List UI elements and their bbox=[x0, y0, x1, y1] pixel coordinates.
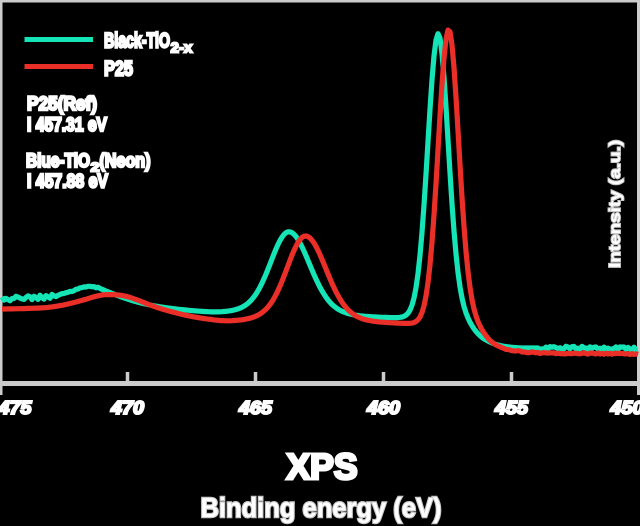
svg-text:XPS: XPS bbox=[287, 446, 358, 487]
svg-text:Intensity (a.u.): Intensity (a.u.) bbox=[607, 140, 624, 268]
svg-text:Blue-TiO: Blue-TiO bbox=[26, 151, 90, 172]
svg-text:450: 450 bbox=[609, 398, 640, 418]
svg-text:470: 470 bbox=[110, 398, 144, 418]
svg-text:2: 2 bbox=[91, 160, 100, 175]
svg-text:2-x: 2-x bbox=[171, 40, 194, 57]
svg-text:475: 475 bbox=[0, 398, 33, 418]
svg-text:I 457.31 eV: I 457.31 eV bbox=[27, 115, 107, 136]
svg-text:(Neon): (Neon) bbox=[100, 151, 151, 172]
svg-text:P25: P25 bbox=[104, 58, 133, 81]
svg-text:Black-TiO: Black-TiO bbox=[104, 30, 170, 53]
svg-text:465: 465 bbox=[238, 398, 273, 418]
svg-text:455: 455 bbox=[494, 398, 529, 418]
svg-text:460: 460 bbox=[366, 398, 400, 418]
svg-text:P25(Ref): P25(Ref) bbox=[27, 94, 97, 115]
svg-text:Binding energy (eV): Binding energy (eV) bbox=[201, 492, 442, 523]
svg-text:I 457.88 eV: I 457.88 eV bbox=[27, 172, 108, 193]
